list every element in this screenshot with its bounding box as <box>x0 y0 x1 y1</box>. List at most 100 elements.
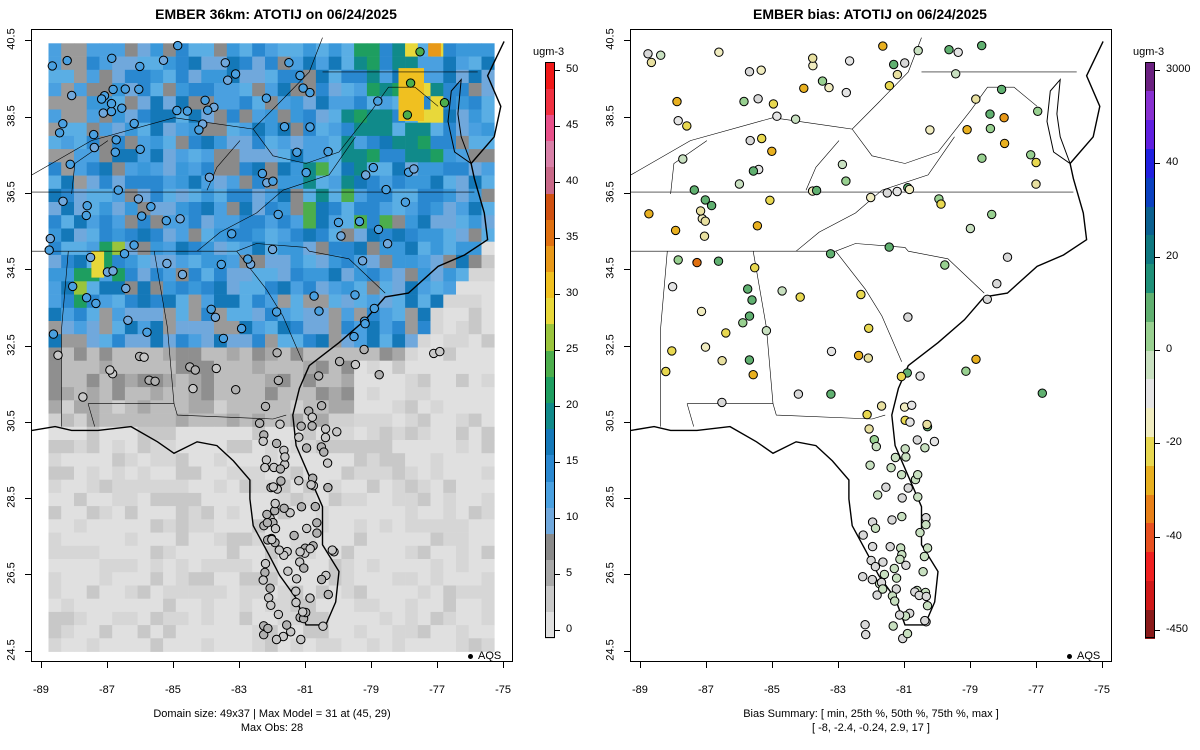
model-grid-cell <box>303 202 317 216</box>
aqs-bias-marker <box>689 185 699 195</box>
model-grid-cell <box>252 598 266 613</box>
model-grid-cell <box>86 479 100 494</box>
model-grid-cell <box>252 268 266 282</box>
model-grid-cell <box>239 373 253 388</box>
model-grid-cell <box>226 426 240 441</box>
model-grid-cell <box>277 387 291 401</box>
aqs-station-marker <box>135 61 145 72</box>
left-colorbar-swatch <box>545 376 555 403</box>
left-y-tick-mark <box>25 116 31 118</box>
model-grid-cell <box>417 56 431 71</box>
aqs-station-marker <box>309 291 319 301</box>
model-grid-cell <box>201 215 215 229</box>
aqs-bias-marker <box>841 87 852 98</box>
model-grid-cell <box>315 387 329 401</box>
model-grid-cell <box>315 559 329 573</box>
model-grid-cell <box>226 506 240 520</box>
aqs-station-marker <box>265 583 275 593</box>
model-grid-cell <box>315 228 329 243</box>
model-grid-cell <box>61 400 75 414</box>
aqs-bias-marker <box>925 125 935 135</box>
model-grid-cell <box>214 519 228 533</box>
model-grid-cell <box>379 149 393 163</box>
aqs-station-marker <box>81 293 92 303</box>
model-grid-cell <box>163 387 177 401</box>
model-grid-cell <box>430 83 444 97</box>
left-colorbar-label: 5 <box>566 567 573 579</box>
model-grid-cell <box>417 492 431 507</box>
model-grid-cell <box>252 109 266 124</box>
model-grid-cell <box>379 307 393 322</box>
model-grid-cell <box>239 625 253 639</box>
model-grid-cell <box>405 281 419 295</box>
model-grid-cell <box>201 241 215 256</box>
aqs-station-marker <box>316 401 327 411</box>
model-grid-cell <box>366 387 380 401</box>
model-grid-cell <box>392 453 406 467</box>
right-colorbar-swatch <box>1145 263 1155 293</box>
model-grid-cell <box>417 294 431 309</box>
aqs-bias-marker <box>873 490 883 500</box>
aqs-bias-marker <box>860 620 870 630</box>
aqs-bias-marker <box>745 135 755 146</box>
model-grid-cell <box>124 43 138 57</box>
model-grid-cell <box>354 387 368 401</box>
aqs-station-marker <box>262 518 273 528</box>
model-grid-cell <box>99 215 113 229</box>
model-grid-cell <box>354 43 368 57</box>
model-grid-cell <box>150 175 164 190</box>
model-grid-cell <box>417 413 431 428</box>
model-grid-cell <box>481 545 495 560</box>
model-grid-cell <box>86 188 100 203</box>
model-grid-cell <box>188 559 202 573</box>
model-grid-cell <box>214 453 228 467</box>
model-grid-cell <box>226 545 240 560</box>
left-colorbar-tick <box>555 70 560 71</box>
model-grid-cell <box>354 506 368 520</box>
left-x-tick-mark <box>40 662 42 668</box>
model-grid-cell <box>201 492 215 507</box>
aqs-station-marker <box>271 307 282 317</box>
model-grid-cell <box>392 506 406 520</box>
model-grid-cell <box>392 241 406 256</box>
aqs-bias-marker <box>999 113 1009 123</box>
model-grid-cell <box>112 281 126 295</box>
model-grid-cell <box>468 387 482 401</box>
model-grid-cell <box>214 532 228 547</box>
model-grid-cell <box>74 69 88 84</box>
chesapeake-bay-outline <box>447 78 473 165</box>
model-grid-cell <box>405 360 419 375</box>
aqs-station-marker <box>333 217 344 228</box>
model-grid-cell <box>468 519 482 533</box>
right-colorbar-swatch <box>1145 148 1155 178</box>
model-grid-cell <box>456 254 470 269</box>
model-grid-cell <box>74 585 88 600</box>
model-grid-cell <box>112 334 126 348</box>
model-grid-cell <box>214 175 228 190</box>
aqs-bias-marker <box>921 520 931 530</box>
right-y-tick-label: 28.5 <box>604 486 617 508</box>
right-map-title: EMBER bias: ATOTIJ on 06/24/2025 <box>753 6 987 22</box>
right-x-tick-mark <box>705 662 707 668</box>
right-x-tick-label: -89 <box>631 684 648 696</box>
model-grid-cell <box>201 453 215 467</box>
aqs-station-marker <box>78 392 88 402</box>
model-grid-cell <box>112 479 126 494</box>
model-grid-cell <box>456 321 470 335</box>
model-grid-cell <box>430 109 444 124</box>
aqs-station-marker <box>292 147 302 158</box>
model-grid-cell <box>430 56 444 71</box>
model-grid-cell <box>86 215 100 229</box>
model-grid-cell <box>277 228 291 243</box>
model-grid-cell <box>417 479 431 494</box>
left-x-tick-label: -81 <box>297 684 313 696</box>
model-grid-cell <box>86 625 100 639</box>
aqs-station-marker <box>312 518 322 528</box>
model-grid-cell <box>405 122 419 137</box>
model-grid-cell <box>99 413 113 428</box>
model-grid-cell <box>74 466 88 481</box>
model-grid-cell <box>328 387 342 401</box>
aqs-station-marker <box>58 196 68 207</box>
model-grid-cell <box>405 254 419 269</box>
model-grid-cell <box>99 347 113 362</box>
